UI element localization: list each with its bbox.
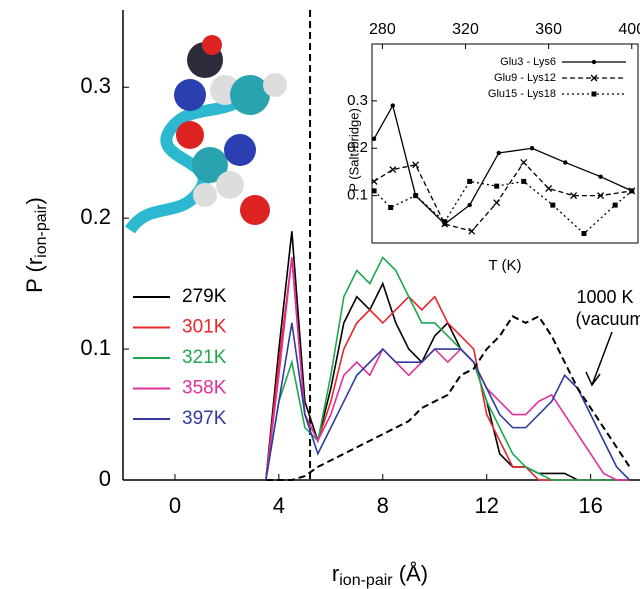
x-tick-label: 360: [535, 21, 562, 38]
y-axis-title-part: ): [22, 197, 47, 204]
point: [468, 227, 476, 235]
point: [597, 192, 605, 200]
point: [521, 178, 527, 184]
plot-area: [265, 231, 631, 481]
series-line: [265, 257, 630, 481]
legend-label: 301K: [182, 317, 227, 338]
x-axis-title-part: ion-pair: [339, 572, 393, 589]
y-tick-label: 0: [99, 466, 111, 491]
point: [545, 185, 553, 192]
point: [372, 177, 378, 185]
series-line: [265, 257, 630, 481]
y-tick-label: 0.1: [347, 187, 368, 204]
x-axis-title: T (K): [488, 257, 521, 274]
point: [612, 202, 618, 208]
point: [550, 202, 556, 208]
point: [496, 150, 501, 156]
point: [390, 103, 395, 108]
series-line: [265, 322, 631, 481]
x-tick-label: 280: [369, 21, 396, 38]
point: [388, 204, 394, 210]
y-axis-title: P (rion-pair): [22, 197, 50, 293]
point: [372, 188, 377, 194]
x-tick-label: 12: [474, 493, 498, 518]
x-tick-label: 0: [169, 493, 181, 518]
annotation: 1000 K: [576, 287, 633, 307]
y-tick-label: 0.1: [80, 335, 111, 360]
point: [413, 193, 419, 199]
series-line: [265, 231, 630, 481]
point: [494, 183, 500, 189]
point: [412, 161, 420, 169]
x-axis-title: rion-pair (Å): [332, 561, 428, 589]
series-line: [265, 315, 631, 481]
plot-area: [372, 103, 636, 237]
legend-label: 397K: [182, 408, 227, 429]
legend-label: Glu3 - Lys6: [500, 56, 556, 68]
inset-chart: 280 320 360 400 0.1 0.2 0.3 T (K) P (Salt-bridge…: [346, 21, 640, 274]
point: [598, 174, 603, 179]
point: [372, 136, 377, 141]
legend-label: 279K: [182, 286, 227, 307]
annotation-arrow: [585, 331, 613, 387]
point: [389, 166, 397, 174]
series-line: [265, 256, 630, 481]
x-tick-label: 4: [273, 493, 285, 518]
x-axis-title-part: (Å): [393, 561, 428, 586]
legend-label: Glu15 - Lys18: [488, 88, 556, 100]
y-tick-label: 0.2: [347, 139, 368, 156]
point: [520, 158, 528, 166]
point: [493, 199, 501, 207]
point: [442, 219, 448, 225]
point: [570, 192, 578, 200]
x-tick-label: 8: [377, 493, 389, 518]
point: [529, 146, 535, 151]
y-tick-label: 0.3: [347, 92, 368, 109]
point: [467, 178, 473, 184]
y-tick-label: 0.2: [80, 204, 111, 229]
x-axis-title-part: r: [332, 561, 339, 586]
legend-label: 358K: [182, 378, 227, 399]
x-tick-label: 400: [618, 21, 640, 38]
y-axis-title-part: P (r: [22, 258, 47, 293]
x-tick-label: 320: [452, 21, 479, 38]
point: [591, 91, 597, 97]
molecule-illustration: [125, 35, 287, 234]
series-line: [373, 103, 633, 225]
legend-label: 321K: [182, 347, 227, 368]
point: [563, 160, 568, 165]
y-axis-title-part: ion-pair: [33, 204, 50, 258]
series-line: [373, 180, 633, 235]
legend-label: Glu9 - Lys12: [494, 72, 556, 84]
point: [581, 231, 587, 237]
point: [591, 59, 597, 65]
point: [629, 188, 635, 194]
x-tick-label: 16: [578, 493, 602, 518]
y-axis-title: P (Salt-bridge): [346, 108, 361, 192]
point: [590, 74, 598, 82]
y-tick-label: 0.3: [80, 73, 111, 98]
point: [467, 202, 472, 208]
annotation: (vacuum: [575, 309, 640, 329]
